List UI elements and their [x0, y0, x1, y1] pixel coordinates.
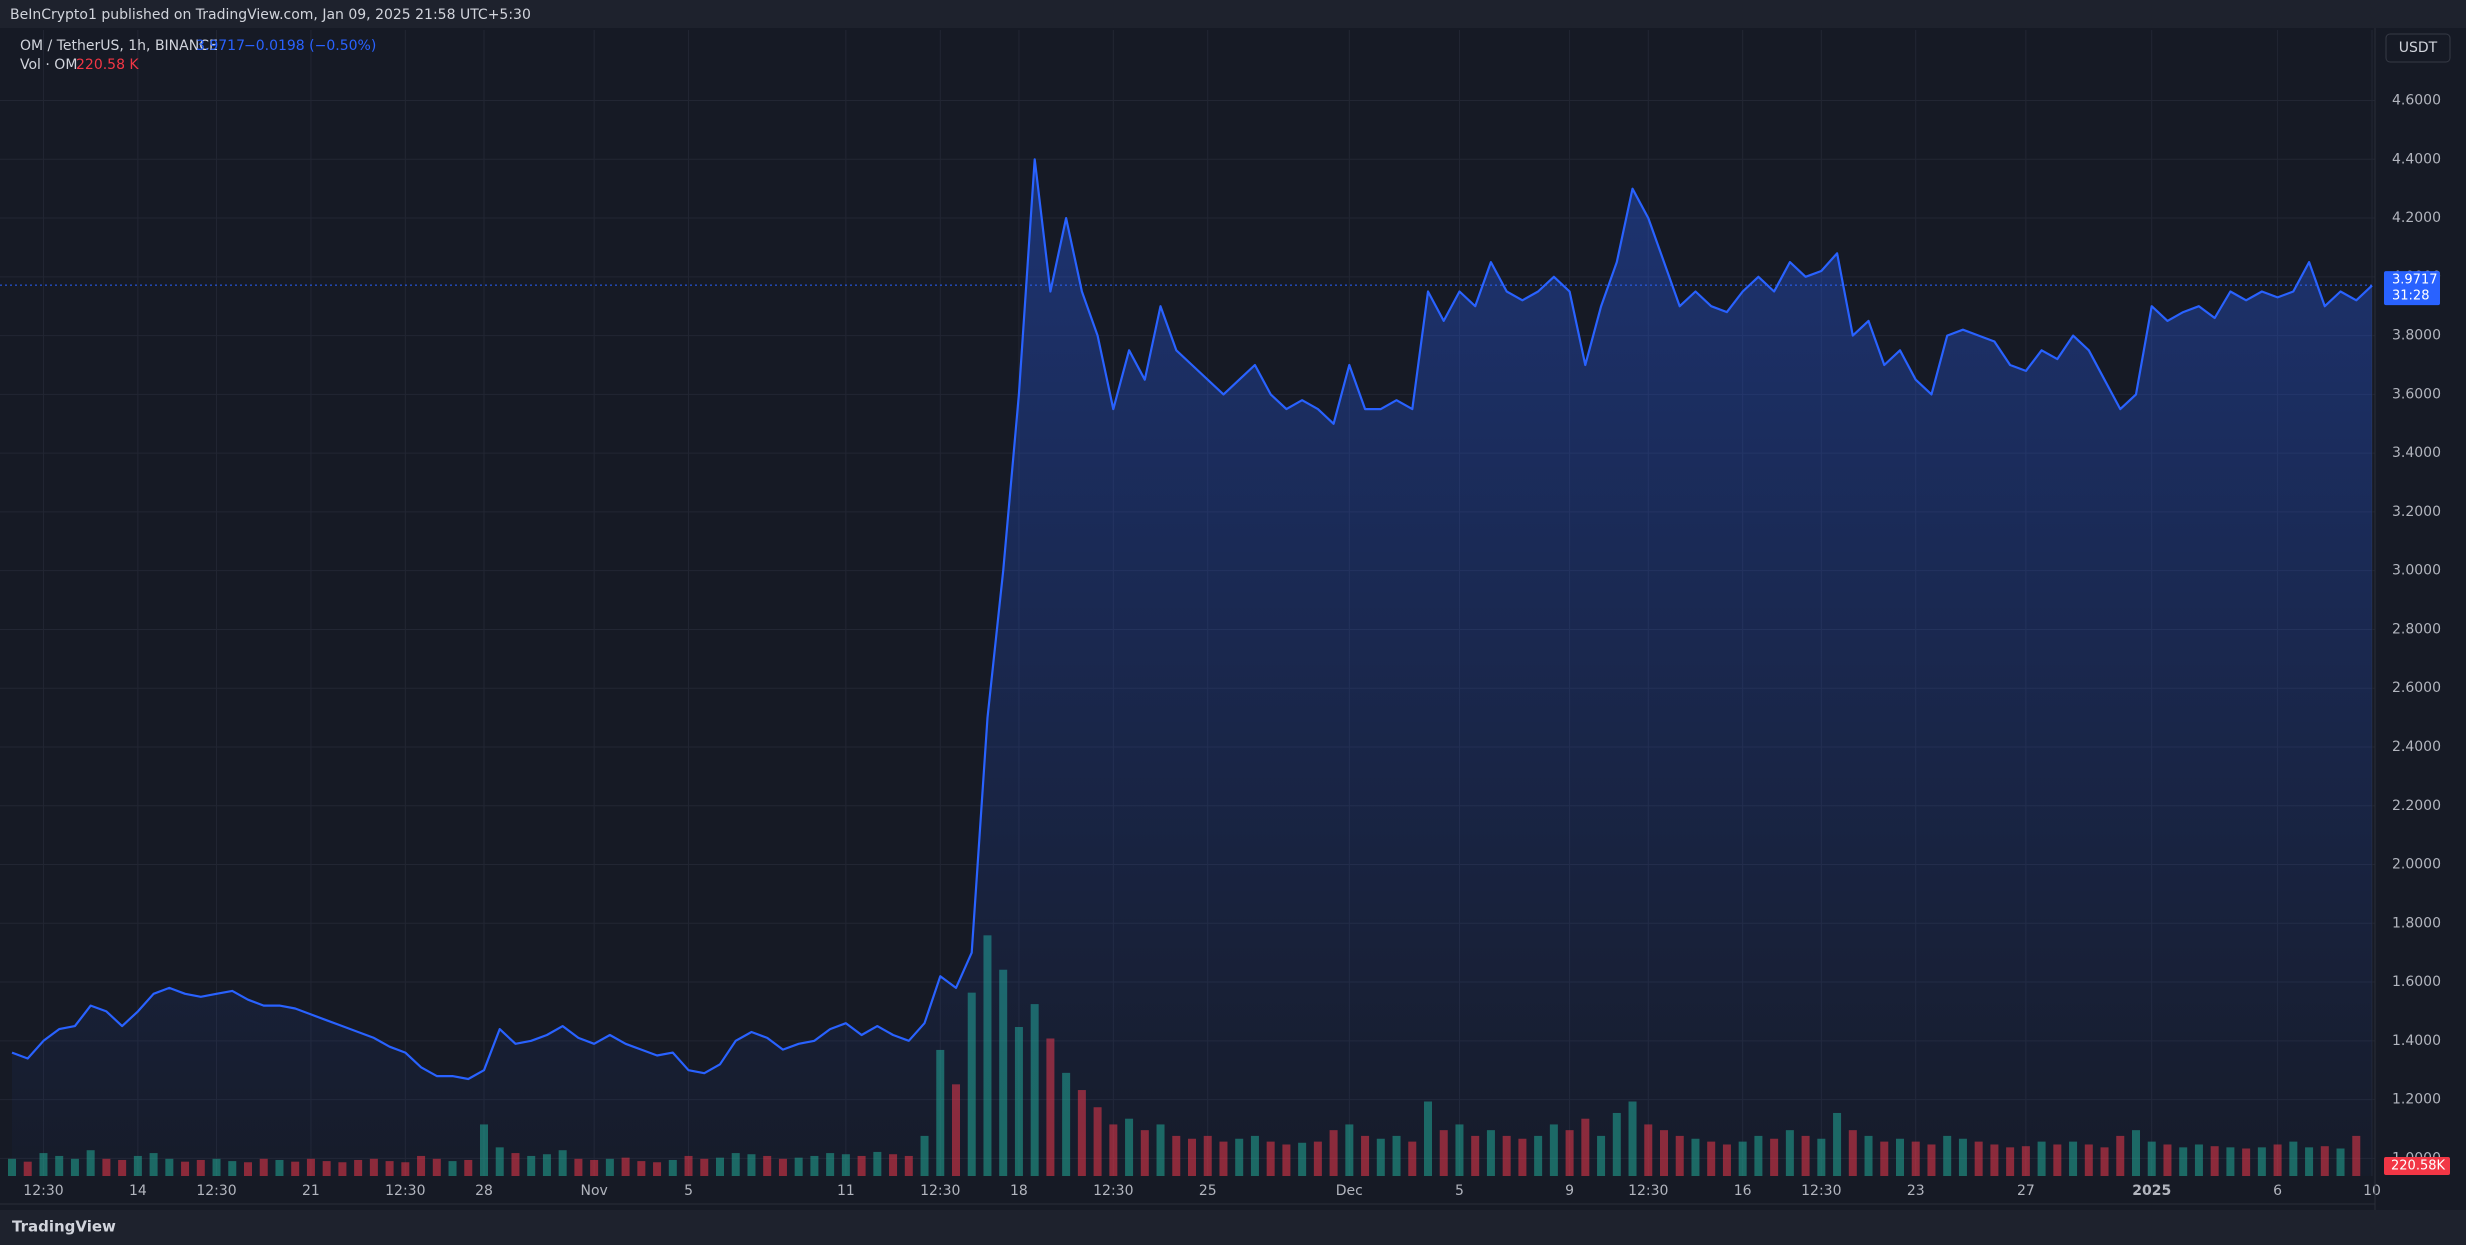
x-tick-label: 12:30 — [1801, 1183, 1841, 1199]
volume-axis-box — [2384, 1157, 2450, 1175]
x-tick-label: 18 — [1010, 1183, 1028, 1199]
y-tick-label: 1.6000 — [2392, 974, 2441, 990]
x-tick-label: 12:30 — [385, 1183, 425, 1199]
y-tick-label: 4.2000 — [2392, 210, 2441, 226]
y-tick-label: 3.8000 — [2392, 328, 2441, 344]
volume-title: Vol · OM — [20, 57, 77, 73]
x-tick-label: 10 — [2363, 1183, 2381, 1199]
x-tick-label: 12:30 — [920, 1183, 960, 1199]
x-tick-label: 12:30 — [23, 1183, 63, 1199]
currency-button[interactable] — [2385, 33, 2451, 63]
y-tick-label: 2.6000 — [2392, 680, 2441, 696]
y-tick-label: 3.2000 — [2392, 504, 2441, 520]
y-tick-label: 3.4000 — [2392, 445, 2441, 461]
x-tick-label: 9 — [1565, 1183, 1574, 1199]
x-tick-label: 6 — [2273, 1183, 2282, 1199]
symbol: OM / TetherUS, 1h, BINANCE — [20, 38, 218, 54]
y-tick-label: 1.8000 — [2392, 915, 2441, 931]
x-tick-label: Dec — [1336, 1183, 1363, 1199]
y-tick-label: 4.6000 — [2392, 93, 2441, 109]
header-bar — [0, 0, 2466, 28]
y-tick-label: 2.0000 — [2392, 857, 2441, 873]
price-area — [12, 159, 2372, 1177]
x-tick-label: 28 — [475, 1183, 493, 1199]
x-tick-label: 16 — [1734, 1183, 1752, 1199]
x-tick-label: 27 — [2017, 1183, 2035, 1199]
publisher: BeInCrypto1 published on TradingView.com… — [10, 7, 531, 23]
y-tick-label: 3.6000 — [2392, 386, 2441, 402]
logo[interactable]: TradingView — [12, 1218, 116, 1236]
currency[interactable]: USDT — [2399, 40, 2438, 56]
x-tick-label: 12:30 — [196, 1183, 236, 1199]
last-price-label: 3.9717 — [2392, 273, 2438, 288]
x-tick-label: 12:30 — [1093, 1183, 1133, 1199]
x-tick-label: 5 — [684, 1183, 693, 1199]
x-tick-label: Nov — [580, 1183, 607, 1199]
volume-value: 220.58 K — [76, 57, 139, 73]
x-tick-label: 23 — [1907, 1183, 1925, 1199]
price-line — [11, 158, 2373, 1081]
legend-price: 3.9717 — [196, 38, 245, 54]
x-tick-label: 21 — [302, 1183, 320, 1199]
y-tick-label: 1.4000 — [2392, 1033, 2441, 1049]
x-tick-label: 12:30 — [1628, 1183, 1668, 1199]
plot — [0, 30, 2375, 1177]
legend-change: −0.0198 (−0.50%) — [244, 38, 376, 54]
x-tick-label: 5 — [1455, 1183, 1464, 1199]
x-tick-label: 11 — [837, 1183, 855, 1199]
y-tick-label: 1.2000 — [2392, 1092, 2441, 1108]
footer-bar — [0, 1210, 2466, 1245]
x-tick-label: 25 — [1199, 1183, 1217, 1199]
countdown-label: 31:28 — [2392, 289, 2429, 304]
x-tick-label: 14 — [129, 1183, 147, 1199]
y-tick-label: 4.4000 — [2392, 151, 2441, 167]
y-tick-label: 2.4000 — [2392, 739, 2441, 755]
last-price-box — [2384, 271, 2440, 306]
y-tick-label: 2.8000 — [2392, 621, 2441, 637]
x-tick-label: 2025 — [2132, 1183, 2171, 1199]
y-tick-label: 2.2000 — [2392, 798, 2441, 814]
y-tick-label: 3.0000 — [2392, 563, 2441, 579]
volume-axis-label: 220.58K — [2391, 1159, 2445, 1174]
